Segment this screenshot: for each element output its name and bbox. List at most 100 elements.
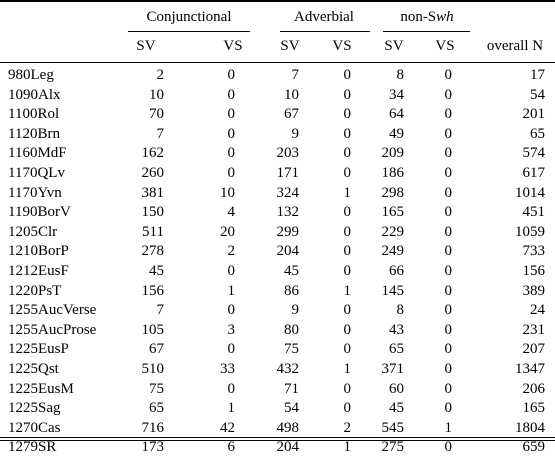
cell-overall-n: 1059	[515, 223, 545, 240]
cell-sv-adverbial: 7	[291, 67, 300, 83]
cell-vs-conjunctional: 0	[227, 125, 236, 142]
cell-sv-non-swh: 34	[389, 86, 404, 103]
cell-sv-conjunctional: 70	[149, 106, 164, 123]
row-label: 1255AucVerse	[8, 302, 97, 319]
cell-vs-non-swh: 0	[444, 125, 453, 142]
cell-sv-non-swh: 371	[381, 360, 405, 377]
bottom-rule-lower	[0, 440, 555, 441]
cell-vs-conjunctional: 4	[227, 204, 236, 221]
table-row: 1120Brn 7 0 9 0 49 0 65	[0, 125, 555, 145]
cell-sv-adverbial: 9	[291, 125, 300, 142]
row-label: 1210BorP	[8, 243, 69, 260]
cell-sv-non-swh: 49	[389, 125, 404, 142]
cell-sv-adverbial: 9	[291, 302, 300, 319]
cell-vs-non-swh: 0	[444, 439, 453, 456]
cell-vs-adverbial: 1	[343, 360, 352, 377]
cell-vs-non-swh: 0	[444, 145, 453, 162]
table-row: 1255AucVerse 7 0 9 0 8 0 24	[0, 301, 555, 321]
cell-sv-non-swh: 209	[381, 145, 405, 162]
cell-sv-adverbial: 86	[284, 282, 299, 299]
cell-vs-non-swh: 0	[444, 341, 453, 358]
cell-sv-adverbial: 132	[276, 204, 300, 221]
cell-sv-adverbial: 67	[284, 106, 299, 123]
table-row: 1225EusM 75 0 71 0 60 0 206	[0, 380, 555, 400]
cell-overall-n: 574	[522, 145, 546, 162]
row-label: 1255AucProse	[8, 321, 97, 338]
table-row: 1170QLv 260 0 171 0 186 0 617	[0, 164, 555, 184]
cell-vs-non-swh: 0	[444, 321, 453, 338]
cell-vs-conjunctional: 0	[227, 164, 236, 181]
group-header-conjunctional: Conjunctional	[146, 9, 232, 25]
cell-sv-non-swh: 275	[381, 439, 405, 456]
cell-sv-conjunctional: 45	[149, 262, 164, 279]
cell-vs-conjunctional: 0	[227, 106, 236, 123]
row-label: 1100Rol	[8, 106, 60, 123]
cell-overall-n: 201	[522, 106, 546, 123]
col-header-sv-adverbial: SV	[280, 38, 300, 54]
cell-vs-non-swh: 0	[444, 184, 453, 201]
cell-sv-conjunctional: 10	[149, 86, 164, 103]
cell-sv-conjunctional: 105	[141, 321, 165, 338]
cell-overall-n: 17	[530, 67, 545, 83]
cell-sv-adverbial: 10	[284, 86, 299, 103]
cell-vs-adverbial: 0	[343, 262, 352, 279]
cell-sv-adverbial: 54	[284, 400, 299, 417]
cell-overall-n: 659	[522, 439, 546, 456]
col-header-sv-conjunctional: SV	[136, 38, 156, 54]
col-header-sv-non-swh: SV	[384, 38, 404, 54]
cell-sv-conjunctional: 173	[141, 439, 165, 456]
cell-sv-conjunctional: 716	[141, 419, 165, 436]
cell-sv-non-swh: 545	[381, 419, 405, 436]
table-row: 1212EusF 45 0 45 0 66 0 156	[0, 262, 555, 282]
table-row: 1255AucProse 105 3 80 0 43 0 231	[0, 321, 555, 341]
cell-overall-n: 1347	[515, 360, 545, 377]
group-header-adverbial: Adverbial	[294, 9, 354, 25]
row-label: 980Leg	[8, 67, 54, 83]
row-label: 1220PsT	[8, 282, 62, 299]
cmidrule-non-swh	[383, 31, 470, 32]
cell-sv-conjunctional: 511	[142, 223, 164, 240]
cell-sv-adverbial: 204	[276, 439, 300, 456]
cell-overall-n: 231	[522, 321, 546, 338]
cell-sv-non-swh: 229	[381, 223, 405, 240]
header-rule	[0, 62, 555, 63]
cell-vs-adverbial: 1	[343, 184, 352, 201]
table-row: 1220PsT 156 1 86 1 145 0 389	[0, 282, 555, 302]
cell-overall-n: 207	[522, 341, 546, 358]
cell-overall-n: 156	[522, 262, 546, 279]
group-header-non-swh-prefix: non-S	[400, 9, 437, 25]
cell-vs-adverbial: 0	[343, 223, 352, 240]
cell-sv-non-swh: 8	[396, 302, 405, 319]
cell-vs-non-swh: 1	[444, 419, 453, 436]
cell-sv-adverbial: 75	[284, 341, 299, 358]
cell-sv-adverbial: 171	[276, 164, 300, 181]
cell-sv-adverbial: 80	[284, 321, 299, 338]
cell-vs-conjunctional: 0	[227, 262, 236, 279]
cell-sv-conjunctional: 65	[149, 400, 164, 417]
cell-vs-adverbial: 0	[343, 341, 352, 358]
cell-sv-non-swh: 65	[389, 341, 404, 358]
top-rule	[0, 0, 555, 2]
cell-vs-conjunctional: 0	[227, 302, 236, 319]
row-label: 1190BorV	[8, 204, 71, 221]
col-header-vs-conjunctional: VS	[223, 38, 243, 54]
table-body: 980Leg 2 0 7 0 8 0 17 1090Alx 10 0 10 0 34 0 54 1100Rol 7…	[0, 66, 555, 458]
table-row: 1170Yvn 381 10 324 1 298 0 1014	[0, 184, 555, 204]
cell-vs-conjunctional: 0	[227, 380, 236, 397]
cell-sv-non-swh: 186	[381, 164, 405, 181]
cell-vs-non-swh: 0	[444, 302, 453, 319]
col-header-vs-adverbial: VS	[332, 38, 352, 54]
cell-sv-conjunctional: 162	[141, 145, 165, 162]
cell-vs-conjunctional: 6	[227, 439, 236, 456]
cell-vs-non-swh: 0	[444, 106, 453, 123]
table-row: 1225EusP 67 0 75 0 65 0 207	[0, 340, 555, 360]
cell-vs-conjunctional: 1	[227, 400, 236, 417]
table-row: 1160MdF 162 0 203 0 209 0 574	[0, 144, 555, 164]
cell-vs-conjunctional: 0	[227, 67, 236, 83]
cell-vs-adverbial: 0	[343, 380, 352, 397]
cell-sv-non-swh: 64	[389, 106, 404, 123]
cell-vs-conjunctional: 1	[227, 282, 236, 299]
cell-vs-conjunctional: 42	[220, 419, 235, 436]
cell-vs-adverbial: 0	[343, 164, 352, 181]
cell-vs-non-swh: 0	[444, 262, 453, 279]
